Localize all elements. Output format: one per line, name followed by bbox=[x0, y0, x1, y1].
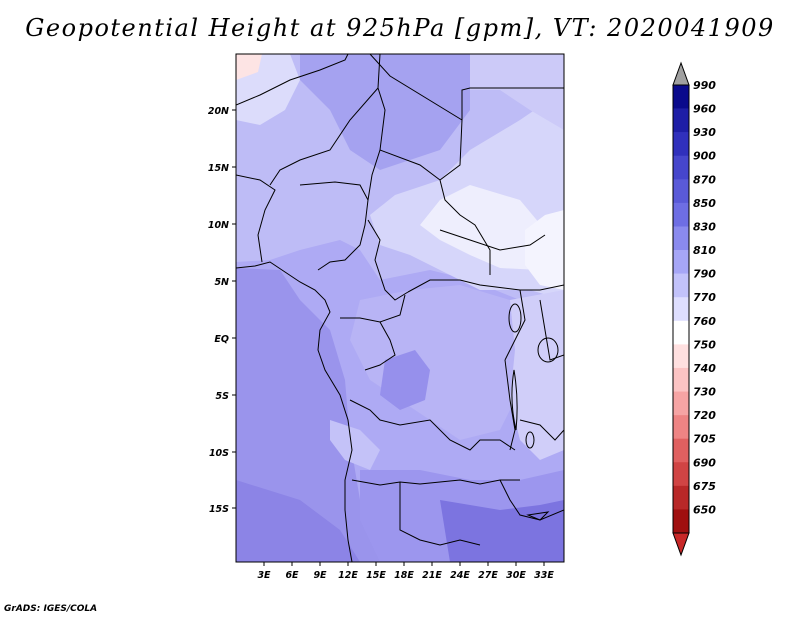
colorbar-labels: 990 960 930 900 870 850 830 810 790 770 760 750 740 7… bbox=[693, 79, 716, 516]
longitude-labels: 3E 6E 9E 12E 15E 18E 21E 24E 27E 30E 33E bbox=[257, 570, 554, 581]
lon-label: 30E bbox=[506, 570, 526, 581]
colorbar-level-label: 770 bbox=[693, 291, 716, 304]
colorbar-level-label: 730 bbox=[693, 386, 716, 399]
colorbar-swatch bbox=[673, 509, 689, 534]
colorbar-swatch bbox=[673, 344, 689, 369]
lon-label: 6E bbox=[285, 570, 299, 581]
lat-label: 10S bbox=[209, 448, 229, 459]
colorbar-level-label: 720 bbox=[693, 409, 716, 422]
colorbar-level-label: 740 bbox=[693, 362, 716, 375]
lakes bbox=[508, 303, 559, 521]
page-title: Geopotential Height at 925hPa [gpm], VT:… bbox=[25, 14, 775, 42]
lat-label: 10N bbox=[208, 220, 229, 231]
colorbar-level-label: 990 bbox=[693, 79, 716, 92]
lat-label: 20N bbox=[208, 106, 229, 117]
colorbar-swatch bbox=[673, 485, 689, 510]
colorbar-swatch bbox=[673, 320, 689, 345]
colorbar-swatch bbox=[673, 132, 689, 157]
colorbar-swatch bbox=[673, 297, 689, 322]
colorbar-level-label: 750 bbox=[693, 338, 716, 351]
colorbar-level-label: 790 bbox=[693, 268, 716, 281]
colorbar-swatch bbox=[673, 438, 689, 463]
lon-label: 33E bbox=[534, 570, 554, 581]
colorbar-swatch bbox=[673, 202, 689, 227]
colorbar-swatch bbox=[673, 367, 689, 392]
colorbar-swatch bbox=[673, 462, 689, 487]
axis-ticks bbox=[232, 109, 545, 566]
colorbar-level-label: 705 bbox=[693, 433, 716, 446]
colorbar-level-label: 850 bbox=[693, 197, 716, 210]
lon-label: 15E bbox=[366, 570, 386, 581]
colorbar-swatch bbox=[673, 415, 689, 439]
colorbar-lower-arrow bbox=[672, 532, 690, 557]
colorbar-swatch bbox=[673, 108, 689, 133]
colorbar-swatch bbox=[673, 273, 689, 298]
lat-label: 5S bbox=[216, 391, 230, 402]
lon-label: 27E bbox=[478, 570, 498, 581]
colorbar-upper-arrow bbox=[672, 61, 690, 86]
colorbar-level-label: 650 bbox=[693, 503, 716, 516]
credit-label: GrADS: IGES/COLA bbox=[4, 604, 98, 614]
colorbar-level-label: 675 bbox=[693, 480, 716, 493]
colorbar-swatch bbox=[673, 155, 689, 180]
colorbar-level-label: 810 bbox=[693, 244, 716, 257]
lon-label: 21E bbox=[422, 570, 442, 581]
country-borders bbox=[236, 54, 564, 562]
lat-label: 5N bbox=[214, 277, 229, 288]
colorbar-swatch bbox=[673, 250, 689, 274]
lon-label: 3E bbox=[257, 570, 271, 581]
map-frame bbox=[235, 53, 565, 563]
colorbar-level-label: 870 bbox=[693, 173, 716, 186]
colorbar-level-label: 930 bbox=[693, 126, 716, 139]
lon-label: 18E bbox=[394, 570, 414, 581]
colorbar-level-label: 830 bbox=[693, 220, 716, 233]
colorbar-level-label: 960 bbox=[693, 103, 716, 116]
lon-label: 12E bbox=[338, 570, 358, 581]
lon-label: 24E bbox=[450, 570, 470, 581]
latitude-labels: 20N 15N 10N 5N EQ 5S 10S 15S bbox=[208, 106, 229, 515]
colorbar-swatch bbox=[673, 85, 689, 109]
colorbar-swatch bbox=[673, 391, 689, 416]
lon-label: 9E bbox=[313, 570, 327, 581]
colorbar-level-label: 690 bbox=[693, 456, 716, 469]
colorbar-swatches bbox=[672, 84, 690, 534]
colorbar-level-label: 760 bbox=[693, 315, 716, 328]
colorbar-swatch bbox=[673, 179, 689, 204]
lat-label: EQ bbox=[214, 334, 229, 345]
colorbar-swatch bbox=[673, 226, 689, 251]
colorbar: 990 960 930 900 870 850 830 810 790 770 760 750 740 7… bbox=[672, 61, 716, 557]
colorbar-level-label: 900 bbox=[693, 150, 716, 163]
lat-label: 15S bbox=[209, 504, 229, 515]
lat-label: 15N bbox=[208, 163, 229, 174]
